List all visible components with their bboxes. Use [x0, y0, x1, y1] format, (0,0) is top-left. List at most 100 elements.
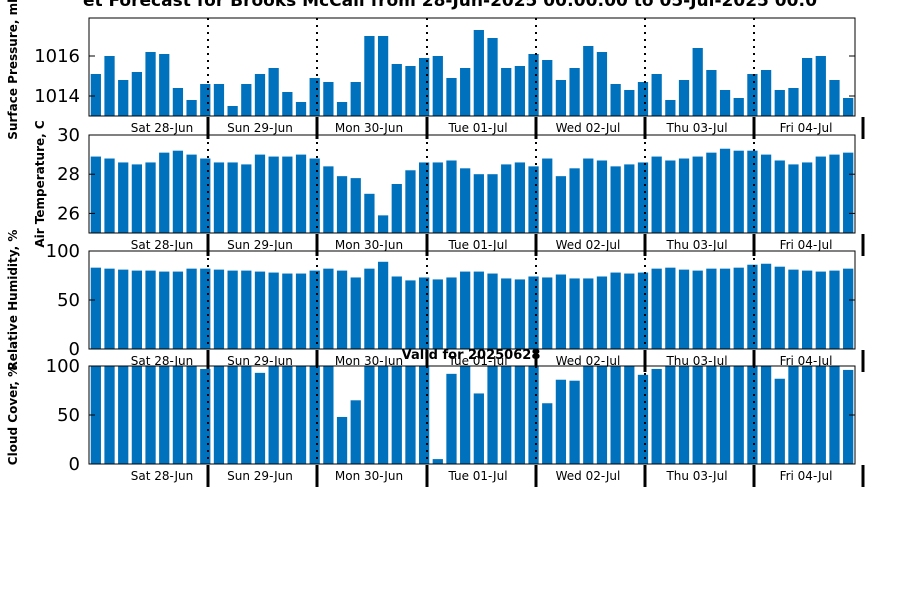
day-label: Tue 01-Jul — [447, 354, 507, 368]
axes-box — [88, 134, 856, 234]
bar — [583, 366, 594, 464]
bar — [323, 166, 334, 233]
y-tick-label: 100 — [46, 356, 80, 377]
bar — [350, 178, 361, 233]
bar — [733, 267, 744, 349]
bar — [774, 378, 785, 464]
bar — [323, 366, 334, 464]
bar — [596, 366, 608, 464]
bar — [514, 279, 526, 349]
day-label: Mon 30-Jun — [335, 121, 403, 135]
bar — [254, 372, 266, 464]
day-label: Fri 04-Jul — [780, 121, 833, 135]
bar — [610, 272, 621, 349]
bar — [131, 72, 143, 116]
bar — [364, 366, 375, 464]
bar — [760, 366, 772, 464]
bar — [350, 277, 361, 349]
bar — [282, 273, 293, 349]
bar — [719, 90, 731, 116]
day-label: Fri 04-Jul — [780, 238, 833, 252]
bar — [186, 100, 197, 116]
bar — [432, 56, 443, 116]
bar — [309, 78, 320, 116]
bar — [159, 54, 170, 116]
y-axis-label: Surface Pressure, mb — [6, 0, 20, 140]
bar — [268, 272, 279, 349]
y-axis-label: Cloud Cover, % — [6, 365, 20, 465]
bar — [268, 68, 279, 116]
bar — [665, 267, 676, 349]
bar — [377, 215, 389, 233]
bar — [760, 70, 772, 116]
bar — [118, 269, 129, 349]
bar — [364, 268, 375, 349]
bar — [706, 70, 717, 116]
bar — [501, 278, 512, 349]
bar — [583, 158, 594, 233]
bar — [514, 66, 526, 116]
bar — [227, 106, 238, 116]
day-label: Wed 02-Jul — [556, 121, 621, 135]
bar — [446, 160, 457, 233]
bar — [528, 366, 539, 464]
bar — [692, 156, 703, 233]
bar — [391, 276, 402, 349]
bar — [172, 366, 184, 464]
bar — [815, 271, 826, 349]
bar — [555, 176, 567, 233]
bar — [651, 268, 662, 349]
bar — [90, 267, 101, 349]
day-label: Tue 01-Jul — [447, 121, 507, 135]
bar — [747, 74, 758, 116]
bar — [460, 271, 471, 349]
day-label: Fri 04-Jul — [780, 469, 833, 483]
bar — [843, 98, 854, 116]
y-tick-label: 30 — [57, 125, 80, 146]
panel-2: 26 28 30 Sat 28-Jun Sun 29-Jun Mon 30-Jun Tue … — [33, 120, 865, 256]
bar — [528, 276, 539, 349]
day-label: Sat 28-Jun — [131, 121, 194, 135]
bar — [118, 80, 129, 116]
bar — [309, 366, 320, 464]
bar — [268, 156, 279, 233]
bar — [706, 152, 717, 233]
bar — [282, 92, 293, 116]
bar — [323, 82, 334, 116]
bar — [487, 174, 498, 233]
bar — [254, 271, 266, 349]
bar — [200, 268, 211, 349]
y-tick-label: 26 — [57, 203, 80, 224]
bar — [295, 102, 307, 116]
bar — [583, 46, 594, 116]
bar — [788, 269, 799, 349]
day-label: Fri 04-Jul — [780, 354, 833, 368]
day-label: Sat 28-Jun — [131, 238, 194, 252]
panels: 1014 1016 Sat 28-Jun Sun 29-Jun Mon 30-Jun Tu… — [6, 0, 865, 487]
bar — [596, 160, 608, 233]
bar — [90, 74, 101, 116]
bar — [678, 366, 690, 464]
bar — [241, 270, 252, 349]
day-label: Wed 02-Jul — [556, 469, 621, 483]
y-tick-label: 0 — [69, 339, 80, 360]
bar — [569, 68, 580, 116]
y-tick-label: 100 — [46, 241, 80, 262]
bar — [391, 184, 402, 233]
bar — [719, 268, 731, 349]
bar — [159, 152, 170, 233]
y-tick-label: 1016 — [34, 46, 80, 67]
day-label: Tue 01-Jul — [447, 469, 507, 483]
bar — [213, 366, 225, 464]
day-label: Thu 03-Jul — [665, 354, 727, 368]
day-label: Thu 03-Jul — [665, 469, 727, 483]
bar — [706, 366, 717, 464]
bar — [829, 270, 840, 349]
bar — [460, 366, 471, 464]
bar — [802, 58, 813, 116]
bar — [624, 90, 635, 116]
bar — [391, 366, 402, 464]
bar — [583, 278, 594, 349]
bar — [159, 271, 170, 349]
y-axis-label: Relative Humidity, % — [6, 230, 20, 371]
